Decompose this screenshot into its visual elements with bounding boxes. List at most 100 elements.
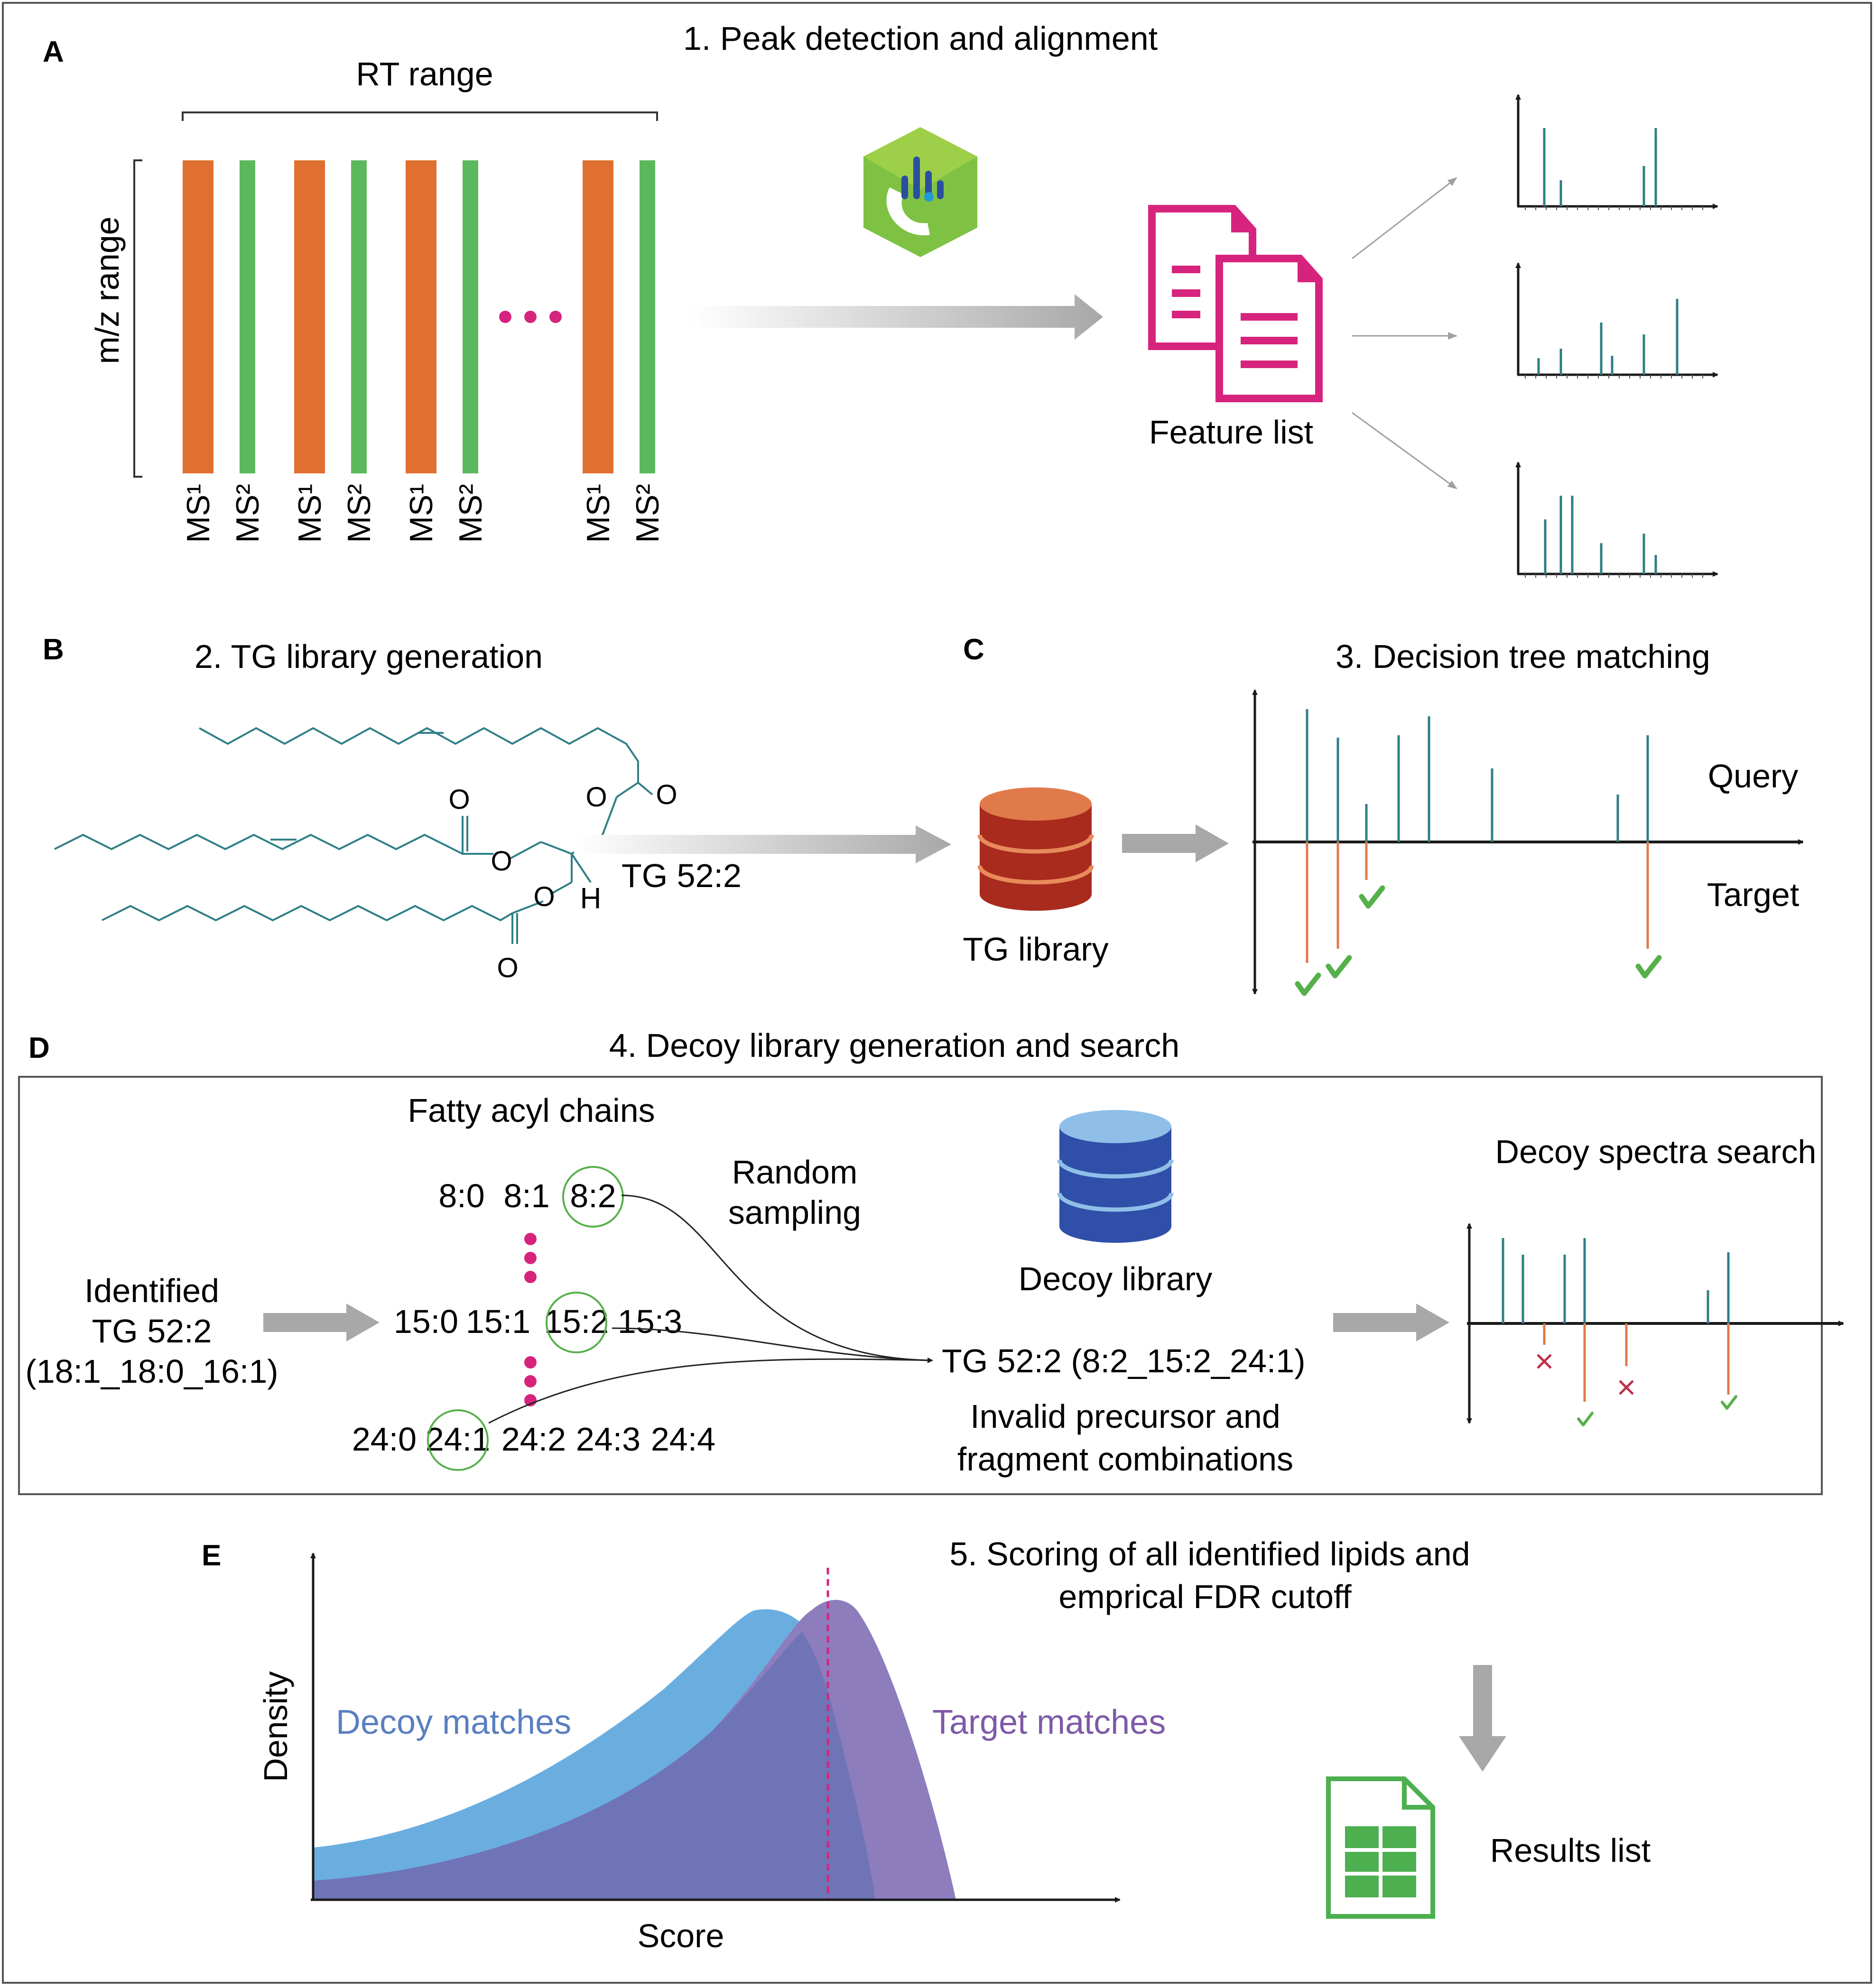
- results-list-label: Results list: [1490, 1832, 1651, 1869]
- target-label: Target: [1707, 876, 1800, 913]
- feature-list-icon: [1148, 205, 1323, 402]
- ms1-scan-bar: [583, 160, 613, 473]
- branch-arrow: [1352, 412, 1457, 490]
- decoy-search-chart: [1466, 1223, 1844, 1426]
- target-matches-label: Target matches: [932, 1703, 1166, 1741]
- decoy-result: TG 52:2 (8:2_15:2_24:1): [942, 1342, 1306, 1379]
- check-icon: [1721, 1395, 1737, 1410]
- ms1-scan-bar: [183, 160, 213, 473]
- fatty-acyl-chain: 24:0: [352, 1421, 417, 1458]
- panel-label-b: B: [43, 633, 64, 666]
- scan-label: MS¹: [403, 484, 439, 543]
- atom-label: O: [448, 784, 470, 815]
- atom-label: O: [491, 846, 512, 877]
- results-sheet-icon: [1326, 1776, 1435, 1919]
- fatty-acyl-chain: 15:0: [394, 1303, 458, 1340]
- scan-label: MS²: [453, 484, 489, 543]
- check-icon: [1635, 955, 1662, 979]
- atom-label: O: [656, 779, 677, 810]
- decoy-input-arrow: [263, 1304, 380, 1341]
- fatty-acyl-chain: 15:2: [544, 1303, 609, 1340]
- scan-label: MS²: [630, 484, 666, 543]
- ms2-scan-bar: [640, 160, 655, 473]
- atom-label: O: [585, 782, 607, 813]
- software-logo: [863, 127, 977, 257]
- branch-arrow: [1352, 177, 1457, 259]
- invalid-note-line: Invalid precursor and: [970, 1398, 1280, 1435]
- match-arrow: [1122, 824, 1229, 862]
- fatty-acyl-chain: 24:4: [651, 1421, 715, 1458]
- identified-line: TG 52:2: [92, 1313, 212, 1350]
- chain-dot: [524, 1271, 537, 1283]
- decision-tree-chart: [1252, 689, 1804, 996]
- section-b-title: 2. TG library generation: [195, 638, 543, 675]
- random-sampling-line: Random: [732, 1154, 858, 1191]
- panel-label-e: E: [202, 1539, 221, 1572]
- mini-spectrum: [1515, 462, 1718, 578]
- atom-label: O: [533, 881, 555, 912]
- decoy-search-arrow: [1333, 1304, 1449, 1341]
- section-c-title: 3. Decision tree matching: [1336, 638, 1710, 675]
- chain-dot: [524, 1252, 537, 1264]
- mini-spectra: [1515, 94, 1718, 578]
- scan-label: MS²: [230, 484, 266, 543]
- fatty-acyl-chain: 15:1: [466, 1303, 530, 1340]
- ellipsis-dot: [499, 311, 511, 323]
- fatty-acyl-chain: 8:1: [503, 1177, 549, 1214]
- scan-labels: MS¹ MS² MS¹ MS² MS¹ MS² MS¹ MS²: [180, 484, 666, 543]
- panel-label-d: D: [28, 1032, 50, 1064]
- scan-label: MS¹: [292, 484, 328, 543]
- check-icon: [1326, 955, 1352, 979]
- ms2-scan-bar: [351, 160, 367, 473]
- decoy-search-label: Decoy spectra search: [1495, 1133, 1817, 1170]
- score-axis-label: Score: [638, 1917, 724, 1954]
- atom-label: H: [580, 882, 602, 915]
- section-a-title: 1. Peak detection and alignment: [683, 20, 1158, 57]
- fatty-acyl-chain: 24:3: [576, 1421, 640, 1458]
- mz-range-bracket: [133, 159, 142, 478]
- fatty-acyl-chain: 8:2: [570, 1177, 616, 1214]
- rt-range-bracket: [182, 111, 658, 121]
- panel-label-a: A: [43, 36, 64, 68]
- density-plot: [310, 1553, 1121, 1903]
- decoy-box: [18, 1076, 1823, 1495]
- query-label: Query: [1708, 758, 1799, 795]
- atom-label: O: [497, 952, 518, 983]
- tg-molecule: [54, 727, 653, 944]
- mini-spectrum: [1515, 262, 1718, 379]
- ms2-scan-bar: [463, 160, 478, 473]
- section-e-title-line: emprical FDR cutoff: [1058, 1578, 1352, 1615]
- scan-label: MS¹: [180, 484, 216, 543]
- decoy-library-icon: [1057, 1110, 1174, 1243]
- tg-library-icon: [977, 787, 1094, 911]
- scan-bars: [183, 160, 655, 473]
- invalid-note-line: fragment combinations: [957, 1441, 1293, 1478]
- check-icon: [1359, 885, 1385, 909]
- ms2-scan-bar: [240, 160, 255, 473]
- fatty-acyl-chain: 15:3: [618, 1303, 682, 1340]
- chain-dot: [524, 1375, 537, 1387]
- selected-chain-circle: [562, 1166, 624, 1228]
- random-sampling-line: sampling: [728, 1194, 861, 1231]
- section-d-title: 4. Decoy library generation and search: [609, 1027, 1179, 1064]
- check-icon: [1577, 1412, 1594, 1426]
- section-e-title-line: 5. Scoring of all identified lipids and: [949, 1535, 1470, 1572]
- mini-spectrum: [1515, 94, 1718, 210]
- mz-range-label: m/z range: [89, 216, 126, 364]
- selected-chain-circle: [427, 1409, 489, 1471]
- cross-icon: [1537, 1354, 1552, 1369]
- decoy-library-label: Decoy library: [1019, 1260, 1212, 1297]
- fatty-acyl-chain: 8:0: [438, 1177, 484, 1214]
- ellipsis-dot: [549, 311, 562, 323]
- ms1-scan-bar: [294, 160, 325, 473]
- chain-dot: [524, 1356, 537, 1368]
- identified-line: (18:1_18:0_16:1): [25, 1353, 278, 1390]
- chain-rows: 8:0 8:1 8:2 15:0 15:1 15:2 15:3 24:0 24:1 24:2 24:…: [352, 1166, 715, 1471]
- feature-list-label: Feature list: [1149, 414, 1313, 451]
- selected-chain-circle: [546, 1292, 607, 1353]
- ms1-scan-bar: [406, 160, 436, 473]
- results-arrow: [1459, 1665, 1506, 1772]
